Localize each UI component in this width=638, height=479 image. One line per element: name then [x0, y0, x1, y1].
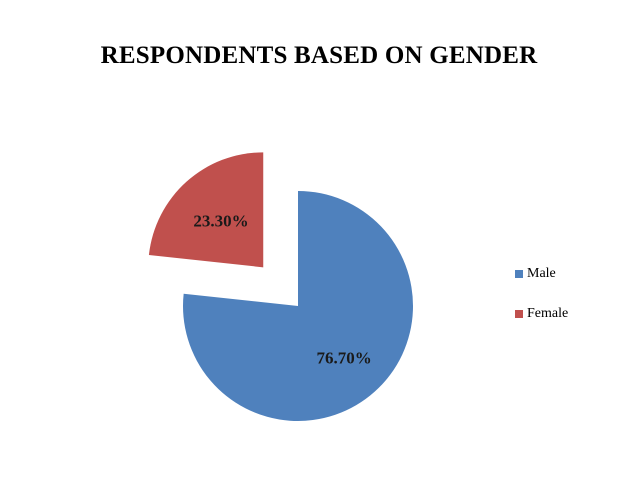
chart-title: RESPONDENTS BASED ON GENDER	[100, 42, 538, 69]
legend-label-female: Female	[527, 305, 569, 321]
legend-label-male: Male	[527, 265, 556, 281]
pie-slice-female	[148, 152, 264, 268]
legend-item-female: Female	[515, 304, 568, 323]
data-label-female: 23.30%	[193, 211, 248, 230]
pie-slices	[148, 152, 414, 422]
legend-swatch-male	[515, 269, 523, 278]
pie-data-labels: 76.70% 23.30%	[193, 211, 371, 367]
legend-item-male: Male	[515, 264, 568, 283]
data-label-male: 76.70%	[316, 348, 371, 367]
legend: Male Female	[515, 264, 568, 344]
legend-swatch-female	[515, 309, 523, 318]
pie-slice-male	[183, 191, 414, 422]
